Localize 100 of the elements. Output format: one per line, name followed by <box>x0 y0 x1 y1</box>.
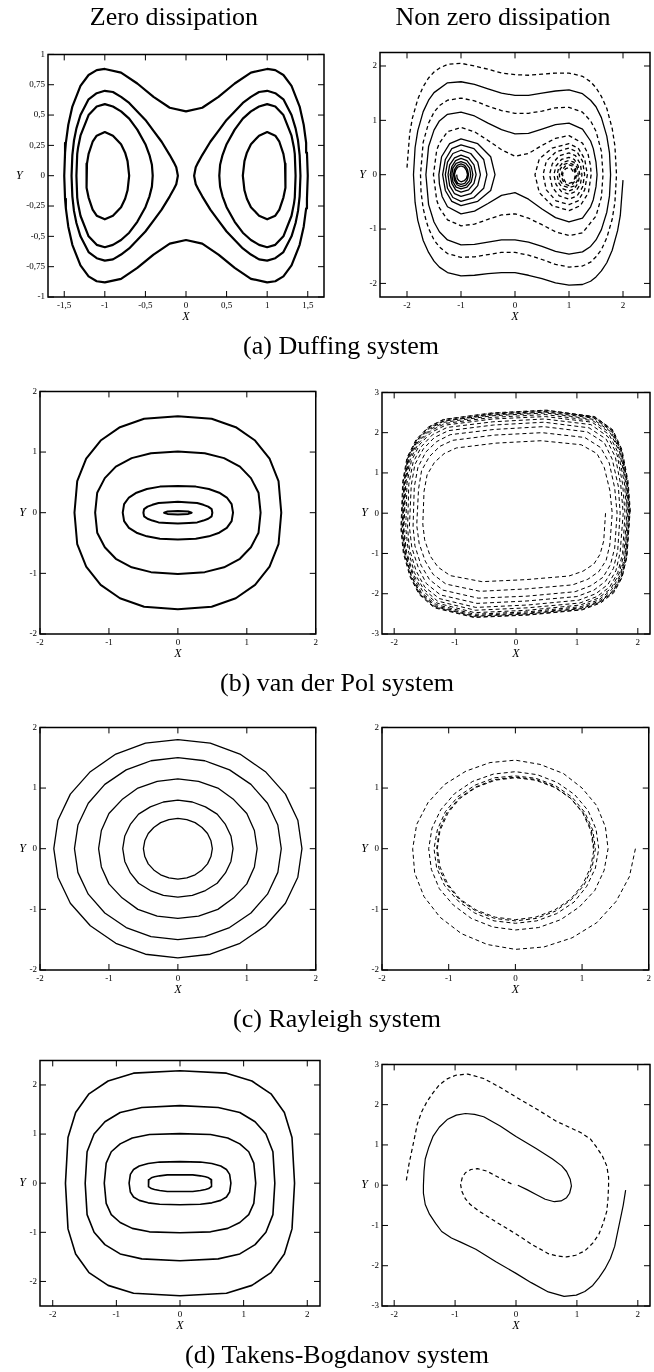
x-tick-label: -1 <box>444 972 453 983</box>
x-tick-label: 1 <box>574 636 580 647</box>
x-tick-label: 2 <box>635 1308 641 1319</box>
x-tick-label: 0 <box>177 1308 183 1319</box>
y-tick-label: -2 <box>29 964 37 975</box>
y-tick-label: -0,25 <box>26 200 46 211</box>
text: (c) Rayleigh system <box>233 1004 441 1034</box>
y-tick-label: -3 <box>371 628 380 639</box>
y-tick-label: -2 <box>371 588 379 599</box>
x-tick-label: 1 <box>574 1308 580 1319</box>
x-axis-title: X <box>510 308 520 323</box>
y-tick-label: -2 <box>29 628 37 639</box>
x-axis-title: X <box>173 645 183 660</box>
text: (b) van der Pol system <box>220 668 454 698</box>
y-tick-label: 0,5 <box>33 109 46 120</box>
x-tick-label: 0 <box>175 972 181 983</box>
y-tick-label: 2 <box>374 1099 379 1110</box>
text: (a) Duffing system <box>243 331 439 361</box>
y-tick-label: 0 <box>32 843 38 854</box>
y-tick-label: 0 <box>40 170 46 181</box>
y-tick-label: 1 <box>374 467 379 478</box>
x-tick-label: 0 <box>512 299 518 310</box>
x-tick-label: 0 <box>513 972 519 983</box>
y-tick-label: 2 <box>374 721 379 732</box>
y-tick-label: 2 <box>32 721 37 732</box>
chart-title: Zero dissipation <box>89 2 259 32</box>
y-tick-label: 2 <box>32 1079 37 1090</box>
x-tick-label: -0,5 <box>138 299 154 310</box>
x-tick-label: 1 <box>241 1308 246 1319</box>
y-tick-label: -2 <box>369 277 377 288</box>
x-tick-label: 0 <box>183 299 189 310</box>
x-tick-label: -1 <box>101 299 109 310</box>
text: (d) Takens-Bogdanov system <box>185 1340 489 1370</box>
x-axis-title: X <box>175 1317 185 1332</box>
y-tick-label: 0 <box>374 507 380 518</box>
y-tick-label: 0 <box>32 507 38 518</box>
x-axis-title: X <box>510 981 520 996</box>
x-tick-label: -2 <box>390 636 398 647</box>
x-tick-label: -2 <box>390 1308 398 1319</box>
y-axis-title: Y <box>361 1177 370 1192</box>
y-tick-label: -1 <box>37 291 45 302</box>
x-tick-label: -2 <box>403 299 411 310</box>
x-tick-label: -1 <box>457 299 465 310</box>
x-axis-title: X <box>181 308 191 323</box>
y-tick-label: 0,25 <box>29 139 46 150</box>
x-tick-label: 1 <box>566 299 572 310</box>
y-tick-label: 3 <box>374 386 380 397</box>
x-tick-label: -1 <box>105 636 113 647</box>
y-tick-label: -2 <box>371 1260 379 1271</box>
x-tick-label: 0,5 <box>220 299 233 310</box>
line-series <box>405 1073 610 1258</box>
x-tick-label: 0 <box>513 1308 519 1319</box>
y-tick-label: 1 <box>32 1128 37 1139</box>
y-tick-label: 3 <box>374 1058 380 1069</box>
x-tick-label: -1 <box>451 636 459 647</box>
x-tick-label: 2 <box>313 972 318 983</box>
y-tick-label: -1 <box>371 1219 379 1230</box>
y-axis-title: Y <box>19 840 28 855</box>
y-tick-label: -1 <box>371 547 379 558</box>
y-tick-label: 0 <box>374 1179 380 1190</box>
y-tick-label: -1 <box>29 567 37 578</box>
x-tick-label: -2 <box>48 1308 57 1319</box>
y-tick-label: 1 <box>372 114 377 125</box>
x-tick-label: 2 <box>305 1308 310 1319</box>
y-tick-label: -1 <box>369 223 377 234</box>
x-tick-label: -1,5 <box>57 299 72 310</box>
line-series <box>412 759 636 950</box>
x-tick-label: 1 <box>244 972 250 983</box>
x-tick-label: 2 <box>635 636 641 647</box>
x-tick-label: -1 <box>105 972 113 983</box>
y-axis-title: Y <box>19 504 28 519</box>
x-axis-title: X <box>511 1317 521 1332</box>
x-tick-label: 1,5 <box>302 299 314 310</box>
y-tick-label: -2 <box>371 964 379 975</box>
x-tick-label: 2 <box>620 299 626 310</box>
y-tick-label: 1 <box>374 1139 379 1150</box>
y-tick-label: 1 <box>32 446 37 457</box>
x-axis-title: X <box>511 645 521 660</box>
y-tick-label: 2 <box>374 427 379 438</box>
x-tick-label: -1 <box>451 1308 459 1319</box>
x-tick-label: 1 <box>579 972 585 983</box>
y-tick-label: 0 <box>374 843 380 854</box>
y-tick-label: 0 <box>32 1177 38 1188</box>
x-tick-label: 2 <box>646 972 651 983</box>
x-tick-label: 0 <box>175 636 181 647</box>
line-series <box>406 62 618 268</box>
y-tick-label: -1 <box>371 903 379 914</box>
y-tick-label: -3 <box>371 1300 380 1311</box>
y-tick-label: 1 <box>40 48 45 59</box>
y-tick-label: 2 <box>372 60 377 71</box>
x-tick-label: 2 <box>313 636 318 647</box>
chart-title: Non zero dissipation <box>395 2 611 32</box>
y-tick-label: -2 <box>29 1275 37 1286</box>
y-tick-label: 0 <box>372 169 378 180</box>
x-axis-title: X <box>173 981 183 996</box>
x-tick-label: 1 <box>244 636 250 647</box>
y-axis-title: Y <box>359 166 368 181</box>
y-axis-title: Y <box>19 1175 28 1190</box>
y-tick-label: 1 <box>374 782 379 793</box>
x-tick-label: 1 <box>264 299 270 310</box>
